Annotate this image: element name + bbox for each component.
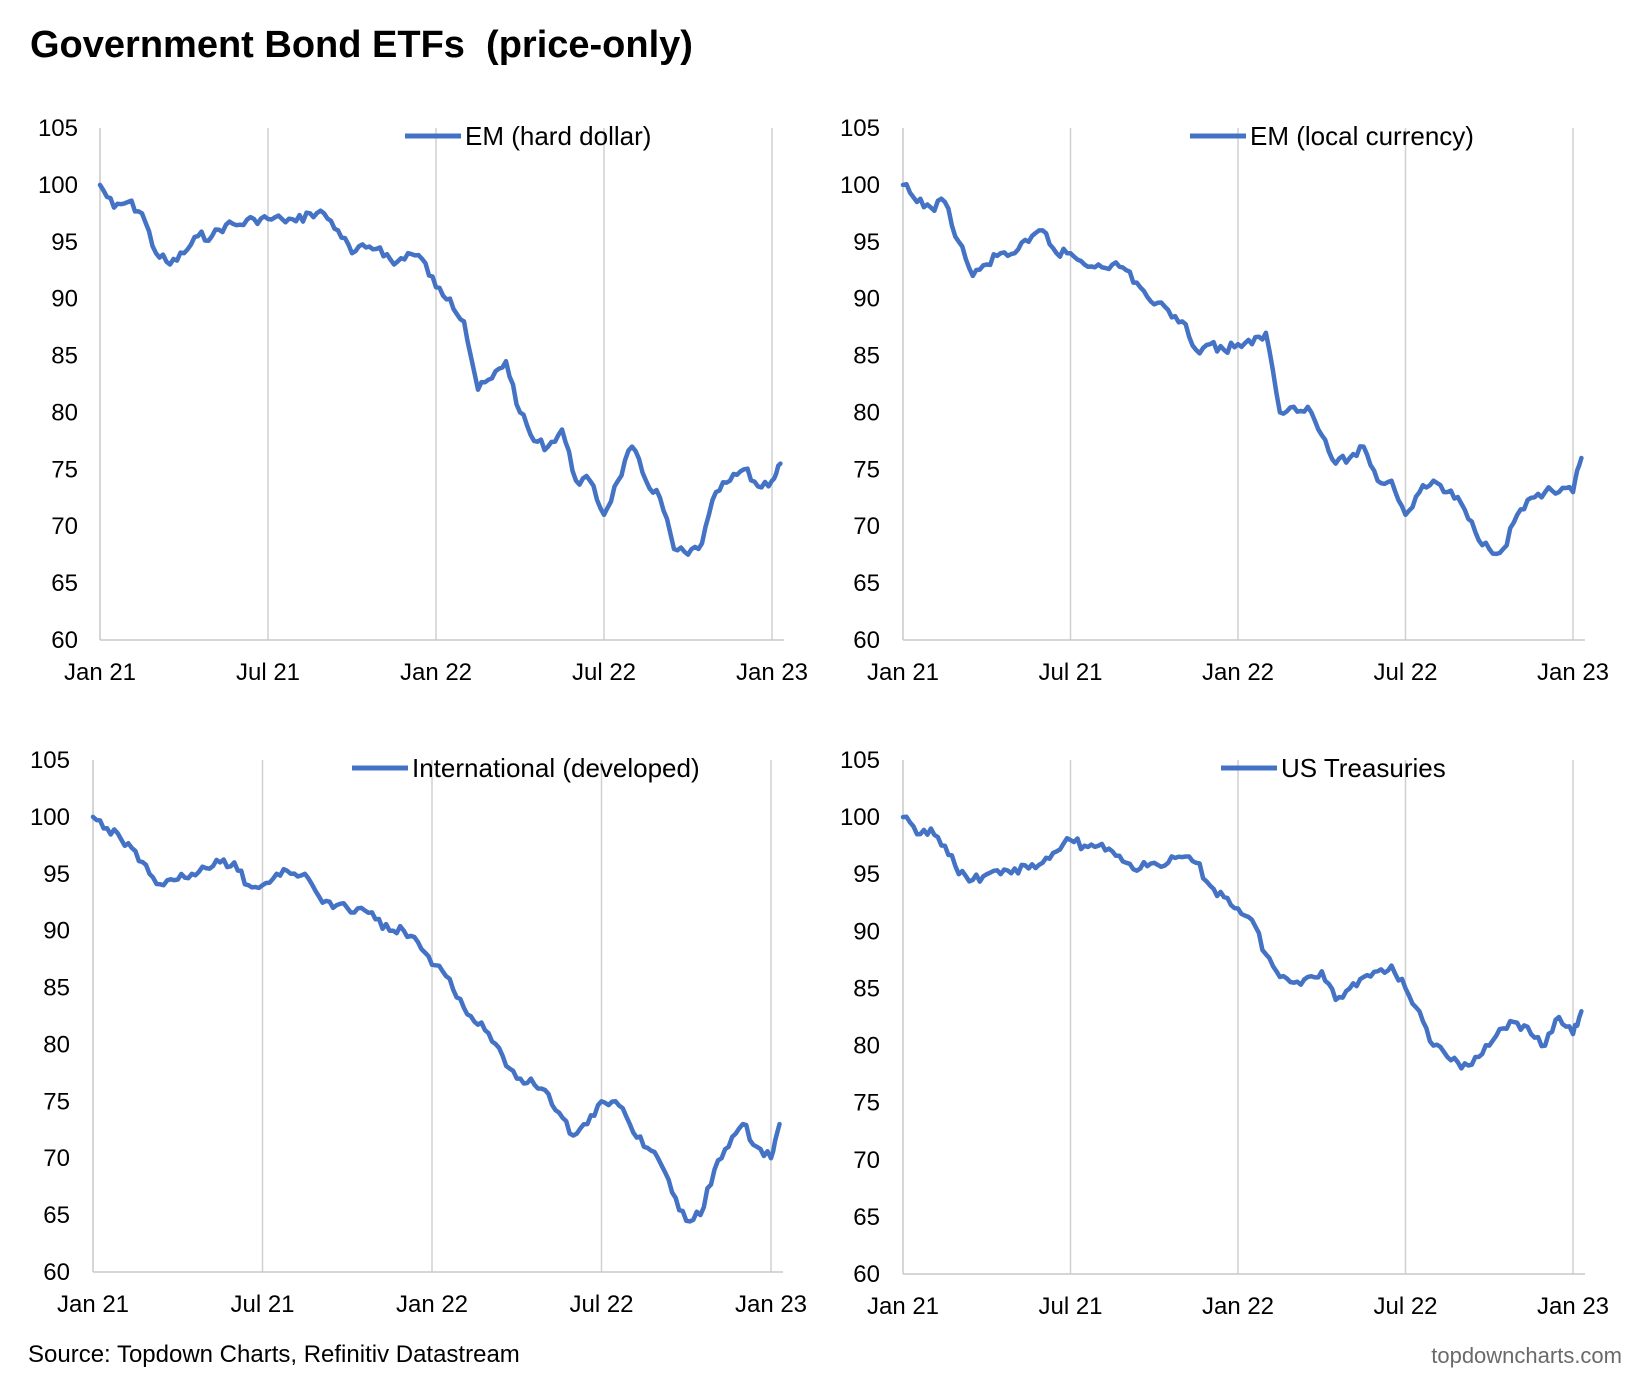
page-title: Government Bond ETFs (price-only) — [30, 24, 693, 66]
x-tick-label: Jan 22 — [1202, 1293, 1274, 1320]
y-tick-label: 90 — [51, 286, 78, 313]
y-tick-label: 85 — [853, 975, 880, 1002]
chart-panel-4: Jan 21 Jul 21 Jan 22 Jul 22 Jan 23 60 65 70 75 80… — [840, 747, 1609, 1320]
y-tick-label: 105 — [30, 747, 70, 774]
x-tick-label: Jan 21 — [867, 659, 939, 686]
y-tick-label: 100 — [30, 804, 70, 831]
y-tick-label: 105 — [38, 115, 78, 142]
y-tick-label: 100 — [840, 804, 880, 831]
legend-label: International (developed) — [412, 753, 700, 783]
y-tick-label: 95 — [853, 229, 880, 256]
y-tick-label: 90 — [853, 286, 880, 313]
y-tick-label: 80 — [51, 399, 78, 426]
x-tick-label: Jan 22 — [400, 659, 472, 686]
series-line — [900, 814, 1584, 1071]
x-tick-label: Jan 23 — [1537, 659, 1609, 686]
x-tick-label: Jul 21 — [230, 1291, 294, 1318]
chart-panel-2: Jan 21 Jul 21 Jan 22 Jul 22 Jan 23 60 65 70 75 80… — [840, 115, 1609, 686]
source-note: Source: Topdown Charts, Refinitiv Datast… — [28, 1341, 520, 1368]
y-tick-label: 75 — [51, 456, 78, 483]
y-tick-label: 90 — [853, 918, 880, 945]
y-tick-label: 105 — [840, 747, 880, 774]
y-tick-label: 105 — [840, 115, 880, 142]
x-tick-label: Jan 23 — [735, 1291, 807, 1318]
series-line — [97, 182, 783, 557]
x-tick-label: Jan 22 — [396, 1291, 468, 1318]
y-tick-label: 60 — [853, 1261, 880, 1288]
x-tick-label: Jan 23 — [1537, 1293, 1609, 1320]
y-tick-label: 80 — [853, 399, 880, 426]
series-line — [900, 181, 1584, 557]
y-tick-label: 70 — [853, 1147, 880, 1174]
y-tick-label: 75 — [853, 456, 880, 483]
y-tick-label: 90 — [43, 918, 70, 945]
x-tick-label: Jul 21 — [1038, 1293, 1102, 1320]
x-tick-label: Jul 22 — [1373, 1293, 1437, 1320]
y-tick-label: 70 — [853, 513, 880, 540]
y-tick-label: 60 — [853, 627, 880, 654]
chart-panel-3: Jan 21 Jul 21 Jan 22 Jul 22 Jan 23 60 65 70 75 80… — [30, 747, 807, 1318]
y-tick-label: 80 — [43, 1031, 70, 1058]
y-tick-label: 65 — [853, 1204, 880, 1231]
x-tick-label: Jul 21 — [236, 659, 300, 686]
y-tick-label: 60 — [51, 627, 78, 654]
y-tick-label: 65 — [51, 570, 78, 597]
y-tick-label: 85 — [43, 975, 70, 1002]
x-tick-label: Jan 21 — [867, 1293, 939, 1320]
x-tick-label: Jan 23 — [736, 659, 808, 686]
y-tick-label: 80 — [853, 1033, 880, 1060]
y-tick-label: 70 — [51, 513, 78, 540]
x-tick-label: Jan 21 — [57, 1291, 129, 1318]
series-line — [90, 814, 782, 1224]
legend-label: EM (hard dollar) — [465, 121, 651, 151]
y-tick-label: 85 — [853, 343, 880, 370]
x-tick-label: Jul 22 — [572, 659, 636, 686]
y-tick-label: 75 — [853, 1090, 880, 1117]
y-tick-label: 85 — [51, 343, 78, 370]
watermark: topdowncharts.com — [1431, 1343, 1622, 1368]
y-tick-label: 70 — [43, 1145, 70, 1172]
x-tick-label: Jul 22 — [1373, 659, 1437, 686]
y-tick-label: 95 — [51, 229, 78, 256]
y-tick-label: 100 — [38, 172, 78, 199]
y-tick-label: 65 — [43, 1202, 70, 1229]
legend-label: EM (local currency) — [1250, 121, 1474, 151]
y-tick-label: 75 — [43, 1088, 70, 1115]
chart-panel-1: Jan 21 Jul 21 Jan 22 Jul 22 Jan 23 60 65 70 75 80… — [38, 115, 808, 686]
y-tick-label: 100 — [840, 172, 880, 199]
y-tick-label: 95 — [853, 861, 880, 888]
y-tick-label: 95 — [43, 861, 70, 888]
y-tick-label: 60 — [43, 1259, 70, 1286]
x-tick-label: Jul 22 — [569, 1291, 633, 1318]
x-tick-label: Jul 21 — [1038, 659, 1102, 686]
x-tick-label: Jan 22 — [1202, 659, 1274, 686]
x-tick-label: Jan 21 — [64, 659, 136, 686]
y-tick-label: 65 — [853, 570, 880, 597]
legend-label: US Treasuries — [1281, 753, 1446, 783]
